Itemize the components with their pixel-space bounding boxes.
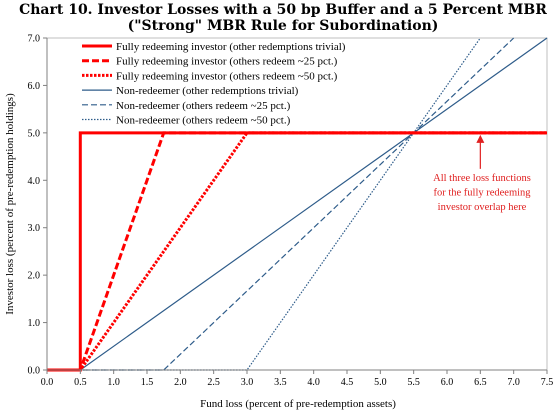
legend-label-6: Non-redeemer (others redeem ~50 pct.) [116, 115, 291, 127]
annotation-arrowhead [476, 134, 485, 143]
series-line-1 [47, 131, 547, 372]
x-tick-label: 6.5 [474, 377, 487, 388]
axes-layer: 0.0 0.5 1.0 1.5 2.0 2.5 3.0 3.5 4.0 4.5 5.0 5.5 6.0 6… [28, 34, 554, 389]
legend-label-1: Fully redeeming investor (other redempti… [116, 41, 346, 53]
legend-label-3: Fully redeeming investor (others redeem … [116, 70, 338, 82]
y-tick-label: 2.0 [28, 271, 41, 282]
annotation: All three loss functions for the fully re… [433, 134, 531, 213]
legend-label-4: Non-redeemer (other redemptions trivial) [116, 85, 299, 97]
series-line-2 [47, 131, 547, 372]
annotation-text-line-2: for the fully redeeming [433, 188, 531, 199]
y-tick-label: 4.0 [28, 176, 41, 187]
x-tick-label: 4.5 [341, 377, 354, 388]
y-tick-label: 7.0 [28, 34, 41, 45]
x-tick-label: 1.5 [141, 377, 154, 388]
x-tick-label: 1.0 [107, 377, 120, 388]
series-line-3 [47, 131, 547, 372]
y-tick-label: 1.0 [28, 318, 41, 329]
chart-title-line1: Chart 10. Investor Losses with a 50 bp B… [19, 2, 547, 18]
legend-label-5: Non-redeemer (others redeem ~25 pct.) [116, 100, 291, 112]
annotation-text-line-1: All three loss functions [433, 173, 531, 184]
annotation-text-line-3: investor overlap here [438, 202, 527, 213]
x-tick-label: 7.5 [541, 377, 554, 388]
y-axis-label: Investor loss (percent of pre-redemption… [4, 93, 16, 315]
y-tick-label: 3.0 [28, 223, 41, 234]
x-tick-label: 5.5 [407, 377, 420, 388]
x-tick-label: 7.0 [507, 377, 520, 388]
y-tick-label: 6.0 [28, 81, 41, 92]
x-tick-label: 0.0 [41, 377, 54, 388]
y-tick-label: 5.0 [28, 128, 41, 139]
x-tick-label: 3.5 [274, 377, 287, 388]
x-tick-label: 3.0 [241, 377, 254, 388]
x-tick-label: 0.5 [74, 377, 87, 388]
x-tick-label: 2.5 [207, 377, 220, 388]
x-tick-label: 4.0 [307, 377, 320, 388]
x-axis-label: Fund loss (percent of pre-redemption ass… [200, 398, 396, 410]
chart-title-line2: ("Strong" MBR Rule for Subordination) [128, 18, 439, 34]
x-tick-label: 5.0 [374, 377, 387, 388]
legend-label-2: Fully redeeming investor (others redeem … [116, 56, 338, 68]
y-tick-label: 0.0 [28, 366, 41, 377]
legend: Fully redeeming investor (other redempti… [82, 41, 346, 127]
x-tick-label: 2.0 [174, 377, 187, 388]
x-tick-label: 6.0 [441, 377, 454, 388]
